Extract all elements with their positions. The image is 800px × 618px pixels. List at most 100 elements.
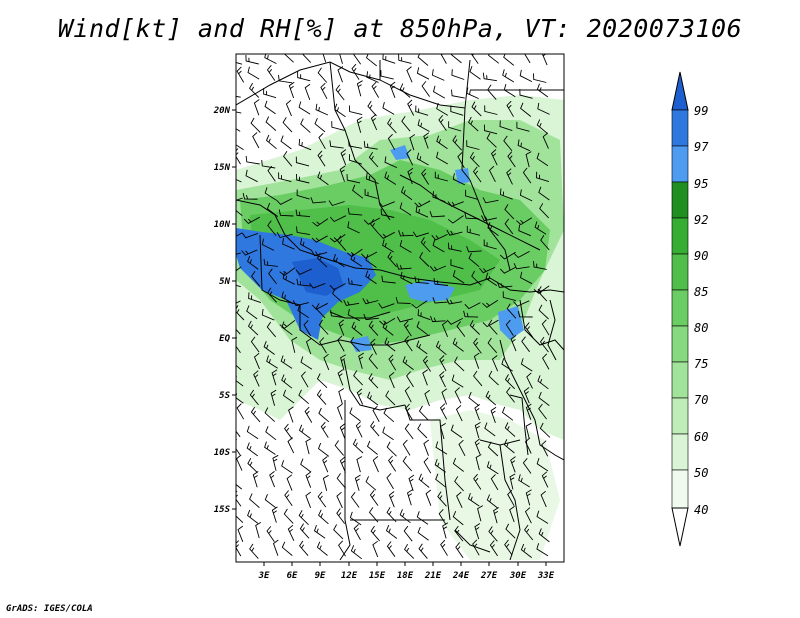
wind-barb (247, 255, 259, 270)
wind-barb (482, 197, 499, 204)
wind-barb (416, 321, 428, 336)
wind-barb (499, 188, 513, 200)
colorbar-label: 90 (694, 249, 708, 263)
wind-barb (339, 165, 346, 182)
wind-barb (264, 187, 277, 201)
wind-barb (468, 252, 480, 268)
wind-barb (298, 389, 309, 405)
wind-barb (328, 200, 345, 207)
wind-barb (499, 120, 513, 132)
wind-barb (236, 364, 242, 371)
wind-barb (424, 389, 430, 407)
wind-barb (315, 303, 326, 319)
wind-barb (506, 100, 514, 117)
wind-barb (536, 83, 549, 98)
wind-barb (434, 458, 446, 473)
wind-barb (510, 456, 516, 473)
wind-barb (348, 105, 363, 116)
wind-barb (368, 320, 379, 336)
wind-barb (484, 422, 496, 437)
wind-barb (398, 54, 412, 64)
wind-barb (249, 493, 260, 508)
wind-barb (488, 319, 498, 335)
wind-barb (488, 370, 499, 386)
wind-barb (304, 406, 313, 423)
lon-label: 33E (537, 571, 555, 581)
wind-barb (368, 507, 379, 523)
wind-barb (380, 70, 394, 80)
lon-label: 21E (424, 571, 442, 581)
colorbar-top-arrow (671, 71, 689, 111)
wind-barb (406, 66, 413, 83)
wind-barb (422, 355, 431, 372)
wind-barb (482, 319, 499, 328)
wind-barb (317, 171, 329, 186)
rh-shading (236, 54, 564, 562)
wind-barb (322, 456, 329, 473)
wind-barb (346, 174, 361, 184)
wind-barb (439, 371, 446, 388)
wind-barb (371, 81, 379, 98)
wind-barb (432, 191, 446, 203)
wind-barb (383, 407, 395, 423)
wind-barb (471, 101, 482, 117)
wind-barb (245, 155, 260, 165)
wind-barb (236, 179, 242, 183)
wind-barb (298, 424, 311, 439)
wind-barb (335, 84, 345, 101)
colorbar-label: 95 (694, 177, 708, 191)
wind-barb (331, 121, 345, 131)
wind-barb (268, 268, 277, 285)
lat-label: 10N (214, 220, 231, 230)
wind-barb (523, 387, 530, 404)
rh-region-blue-small2 (455, 168, 470, 184)
wind-barb (305, 438, 312, 455)
wind-barb (281, 541, 293, 556)
wind-barb (382, 54, 396, 64)
wind-barb (538, 304, 549, 320)
wind-barb (299, 523, 310, 539)
wind-barb (503, 135, 513, 152)
wind-barb (452, 173, 466, 186)
wind-barb (336, 508, 346, 524)
wind-barb (287, 524, 295, 541)
wind-barb (504, 218, 514, 235)
wind-barb (236, 66, 245, 83)
wind-barb (295, 209, 311, 218)
wind-barb (507, 489, 515, 506)
wind-barb (472, 166, 482, 183)
wind-barb (435, 441, 448, 455)
wind-barb (282, 389, 295, 404)
wind-barb (236, 305, 245, 321)
colorbar-label: 97 (694, 140, 709, 154)
wind-barb (311, 250, 328, 257)
wind-barb (367, 391, 379, 406)
wind-barb (370, 113, 378, 131)
wind-barb (282, 117, 293, 133)
wind-barb (387, 251, 397, 268)
wind-barb (313, 524, 326, 539)
wind-barb (522, 167, 532, 184)
wind-barb (236, 148, 241, 165)
wind-barb (503, 83, 516, 98)
wind-barb (446, 229, 463, 236)
colorbar-bottom-arrow (671, 507, 689, 547)
wind-barb (349, 407, 361, 422)
wind-barb (542, 132, 549, 149)
wind-barb (267, 165, 276, 182)
wind-barb (455, 542, 464, 559)
wind-barb (520, 543, 532, 558)
wind-barb (539, 203, 550, 219)
wind-barb (519, 271, 533, 285)
wind-barb (435, 340, 447, 356)
wind-barb (267, 220, 277, 236)
wind-barb (317, 491, 327, 508)
wind-barb (487, 441, 499, 457)
wind-barb (318, 407, 330, 423)
wind-barb (278, 172, 292, 183)
wind-barb (249, 389, 259, 406)
wind-barb (316, 252, 328, 268)
wind-barb (369, 490, 379, 506)
wind-barb (499, 266, 517, 274)
